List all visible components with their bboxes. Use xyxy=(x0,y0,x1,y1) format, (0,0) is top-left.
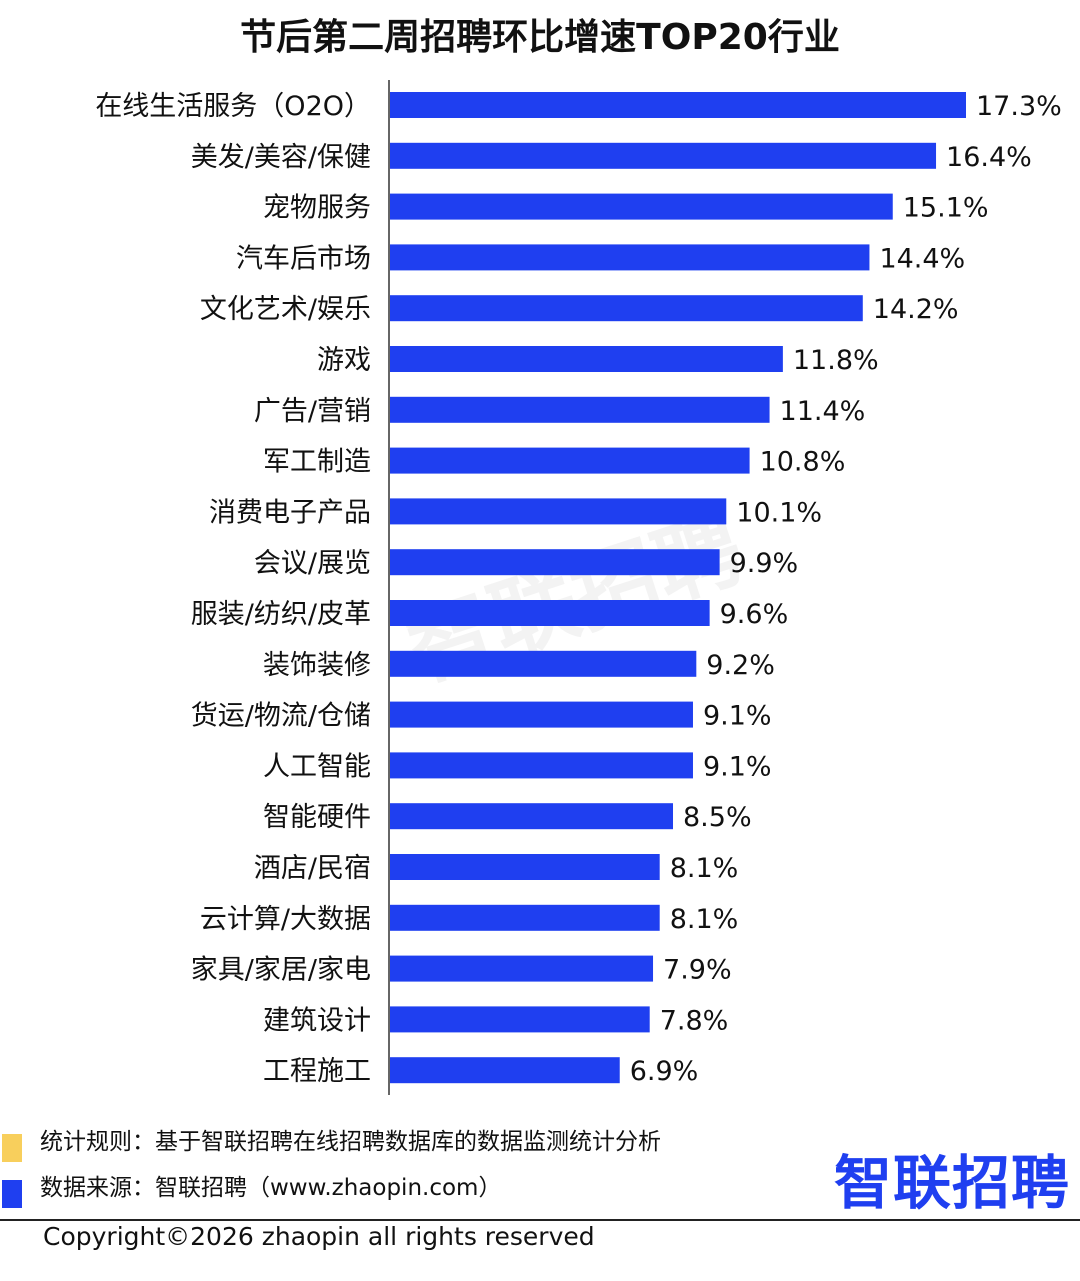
category-label-17: 家具/家居/家电 xyxy=(191,955,371,986)
category-label-5: 游戏 xyxy=(317,345,371,376)
category-label-14: 智能硬件 xyxy=(263,802,371,833)
bar-13 xyxy=(390,752,693,779)
bar-1 xyxy=(390,142,937,169)
category-label-1: 美发/美容/保健 xyxy=(191,142,371,173)
rule-square-icon xyxy=(2,1134,22,1162)
value-label-19: 6.9% xyxy=(630,1056,699,1087)
value-label-1: 16.4% xyxy=(946,142,1032,173)
value-label-11: 9.2% xyxy=(706,650,775,681)
value-label-7: 10.8% xyxy=(760,447,846,478)
value-label-2: 15.1% xyxy=(903,193,989,224)
category-label-7: 军工制造 xyxy=(263,447,371,478)
bar-16 xyxy=(390,904,660,931)
category-label-9: 会议/展览 xyxy=(254,548,371,579)
bar-19 xyxy=(390,1057,620,1084)
zhaopin-logo: 智联招聘 xyxy=(833,1149,1070,1217)
value-label-0: 17.3% xyxy=(976,91,1062,122)
bar-0 xyxy=(390,92,966,118)
category-label-3: 汽车后市场 xyxy=(236,243,371,274)
data-source-text: 数据来源：智联招聘（www.zhaopin.com） xyxy=(40,1175,502,1201)
divider xyxy=(0,1219,1080,1221)
value-label-3: 14.4% xyxy=(879,243,965,274)
bar-chart: 在线生活服务（O2O） 17.3% 美发/美容/保健 16.4% 宠物服务 15.1% 汽车… xyxy=(95,80,1062,1095)
bar-4 xyxy=(390,295,863,322)
stat-rule-text: 统计规则：基于智联招聘在线招聘数据库的数据监测统计分析 xyxy=(40,1129,661,1155)
value-label-13: 9.1% xyxy=(703,751,772,782)
bar-3 xyxy=(390,244,870,271)
value-label-15: 8.1% xyxy=(670,853,739,884)
value-label-14: 8.5% xyxy=(683,802,752,833)
bar-18 xyxy=(390,1006,650,1033)
category-label-6: 广告/营销 xyxy=(254,396,371,427)
bar-5 xyxy=(390,346,783,372)
category-label-12: 货运/物流/仓储 xyxy=(191,701,371,732)
bar-10 xyxy=(390,600,710,626)
chart-title: 节后第二周招聘环比增速TOP20行业 xyxy=(240,17,840,58)
value-label-16: 8.1% xyxy=(670,904,739,935)
value-label-10: 9.6% xyxy=(720,599,789,630)
bar-11 xyxy=(390,650,697,677)
category-label-10: 服装/纺织/皮革 xyxy=(191,599,371,630)
value-label-5: 11.8% xyxy=(793,345,879,376)
copyright-text: Copyright©2026 zhaopin all rights reserv… xyxy=(43,1222,595,1251)
bar-7 xyxy=(390,447,750,474)
category-label-19: 工程施工 xyxy=(263,1056,371,1087)
bar-12 xyxy=(390,701,693,728)
category-label-11: 装饰装修 xyxy=(263,650,371,681)
bars-group: 在线生活服务（O2O） 17.3% 美发/美容/保健 16.4% 宠物服务 15.1% 汽车… xyxy=(95,91,1061,1087)
value-label-4: 14.2% xyxy=(873,294,959,325)
value-label-12: 9.1% xyxy=(703,701,772,732)
bar-14 xyxy=(390,803,674,830)
value-label-6: 11.4% xyxy=(780,396,866,427)
category-label-18: 建筑设计 xyxy=(263,1005,371,1036)
value-label-17: 7.9% xyxy=(663,955,732,986)
category-label-0: 在线生活服务（O2O） xyxy=(95,91,371,122)
bar-8 xyxy=(390,498,727,525)
category-label-8: 消费电子产品 xyxy=(209,497,371,528)
value-label-9: 9.9% xyxy=(730,548,799,579)
source-square-icon xyxy=(2,1180,22,1208)
category-label-13: 人工智能 xyxy=(263,751,371,782)
value-label-8: 10.1% xyxy=(736,497,822,528)
bar-9 xyxy=(390,549,720,576)
category-label-2: 宠物服务 xyxy=(263,193,371,224)
bar-17 xyxy=(390,955,654,982)
bar-6 xyxy=(390,396,770,423)
category-label-16: 云计算/大数据 xyxy=(200,904,371,935)
category-label-15: 酒店/民宿 xyxy=(254,853,371,884)
bar-15 xyxy=(390,854,660,880)
category-label-4: 文化艺术/娱乐 xyxy=(200,294,371,325)
bar-2 xyxy=(390,193,893,220)
value-label-18: 7.8% xyxy=(660,1005,729,1036)
